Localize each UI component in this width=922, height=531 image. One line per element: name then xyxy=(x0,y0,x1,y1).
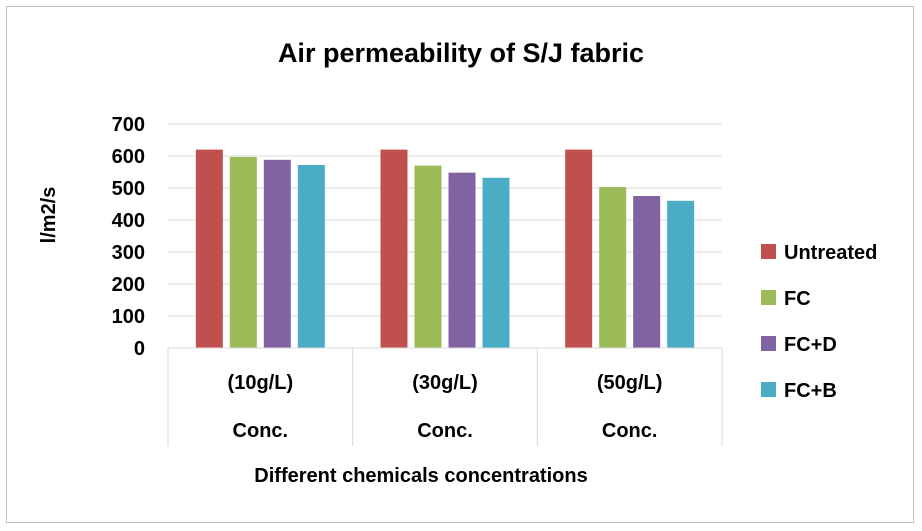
x-group-label: Conc. xyxy=(233,420,289,442)
bar-untreated-0 xyxy=(195,149,223,348)
x-tick-label: (30g/L) xyxy=(412,372,478,394)
x-axis: (10g/L) Conc. (30g/L) Conc. (50g/L) Conc. xyxy=(167,347,723,446)
y-tick-label: 200 xyxy=(112,274,145,296)
bar-untreated-2 xyxy=(565,149,593,348)
x-group-label: Conc. xyxy=(602,420,658,442)
legend-label-fc: FC xyxy=(784,288,811,310)
bar-fc-d-2 xyxy=(633,196,661,348)
legend-swatch-fc-d xyxy=(761,336,776,351)
bar-fc-0 xyxy=(229,156,257,348)
bar-fc-d-1 xyxy=(448,172,476,348)
bar-fc-b-1 xyxy=(482,177,510,348)
legend-swatch-untreated xyxy=(761,244,776,259)
bar-fc-1 xyxy=(414,165,442,348)
legend-label-untreated: Untreated xyxy=(784,242,877,264)
bar-fc-2 xyxy=(599,187,627,348)
y-tick-label: 700 xyxy=(112,114,145,136)
x-axis-label: Different chemicals concentrations xyxy=(254,465,587,487)
y-tick-label: 400 xyxy=(112,210,145,232)
y-tick-label: 0 xyxy=(134,338,145,360)
legend-swatch-fc-b xyxy=(761,382,776,397)
bar-fc-b-2 xyxy=(667,200,695,348)
y-tick-label: 600 xyxy=(112,146,145,168)
bar-fc-d-0 xyxy=(263,159,291,348)
x-tick-label: (50g/L) xyxy=(597,372,663,394)
x-group-label: Conc. xyxy=(417,420,473,442)
bar-untreated-1 xyxy=(380,149,408,348)
gridlines xyxy=(168,123,722,317)
legend-label-fc-b: FC+B xyxy=(784,380,837,402)
bars xyxy=(195,149,695,348)
y-tick-label: 100 xyxy=(112,306,145,328)
chart-title: Air permeability of S/J fabric xyxy=(278,38,644,68)
y-tick-label: 500 xyxy=(112,178,145,200)
legend-label-fc-d: FC+D xyxy=(784,334,837,356)
bar-fc-b-0 xyxy=(297,164,325,348)
x-tick-label: (10g/L) xyxy=(228,372,294,394)
y-axis-label: l/m2/s xyxy=(38,187,60,244)
y-tick-label: 300 xyxy=(112,242,145,264)
y-axis-ticks: 0 100 200 300 400 500 600 700 xyxy=(112,114,145,360)
legend-swatch-fc xyxy=(761,290,776,305)
legend: Untreated FC FC+D FC+B xyxy=(761,242,877,402)
